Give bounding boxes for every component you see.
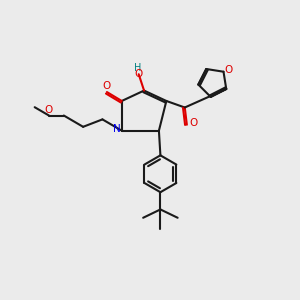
Text: N: N — [113, 124, 121, 134]
Text: O: O — [135, 69, 143, 79]
Text: O: O — [102, 81, 110, 91]
Text: O: O — [189, 118, 197, 128]
Text: O: O — [45, 105, 53, 115]
Text: H: H — [134, 63, 142, 73]
Text: O: O — [225, 65, 233, 75]
